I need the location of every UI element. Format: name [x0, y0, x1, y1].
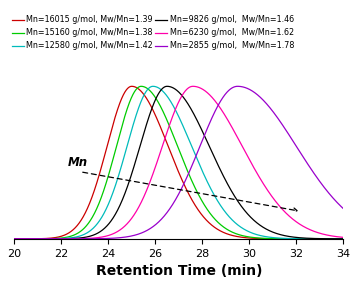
Mn=12580 g/mol, Mw/Mn=1.42: [69, 236, 73, 239]
Mn=12580 g/mol, Mw/Mn=1.42: [138, 101, 143, 105]
Mn=12580 g/mol, Mw/Mn=1.42: [12, 237, 16, 241]
Legend: Mn=16015 g/mol, Mw/Mn=1.39, Mn=15160 g/mol, Mw/Mn=1.38, Mn=12580 g/mol, Mw/Mn=1.: Mn=16015 g/mol, Mw/Mn=1.39, Mn=15160 g/m…: [12, 15, 294, 51]
Mn=2855 g/mol,  Mw/Mn=1.78: [335, 201, 339, 204]
Line: Mn=15160 g/mol, Mw/Mn=1.38: Mn=15160 g/mol, Mw/Mn=1.38: [14, 86, 343, 239]
Mn=15160 g/mol, Mw/Mn=1.38: [341, 237, 346, 241]
Mn=9826 g/mol,  Mw/Mn=1.46: [165, 85, 169, 88]
Mn=6230 g/mol,  Mw/Mn=1.62: [138, 202, 143, 206]
Mn=9826 g/mol,  Mw/Mn=1.46: [138, 143, 143, 146]
Mn=9826 g/mol,  Mw/Mn=1.46: [341, 237, 346, 241]
Mn=6230 g/mol,  Mw/Mn=1.62: [299, 224, 304, 227]
Mn=2855 g/mol,  Mw/Mn=1.78: [138, 232, 143, 235]
Mn=6230 g/mol,  Mw/Mn=1.62: [335, 235, 339, 238]
Mn=15160 g/mol, Mw/Mn=1.38: [299, 237, 304, 241]
Mn=2855 g/mol,  Mw/Mn=1.78: [12, 237, 16, 241]
Mn=6230 g/mol,  Mw/Mn=1.62: [50, 237, 54, 241]
Mn=16015 g/mol, Mw/Mn=1.39: [130, 85, 134, 88]
Line: Mn=9826 g/mol,  Mw/Mn=1.46: Mn=9826 g/mol, Mw/Mn=1.46: [14, 86, 343, 239]
Mn=2855 g/mol,  Mw/Mn=1.78: [341, 207, 346, 210]
Mn=2855 g/mol,  Mw/Mn=1.78: [69, 237, 73, 241]
Mn=15160 g/mol, Mw/Mn=1.38: [139, 85, 143, 88]
Mn=15160 g/mol, Mw/Mn=1.38: [153, 95, 157, 98]
Mn=16015 g/mol, Mw/Mn=1.39: [12, 237, 16, 241]
Mn=16015 g/mol, Mw/Mn=1.39: [50, 236, 54, 240]
Mn=6230 g/mol,  Mw/Mn=1.62: [153, 167, 157, 171]
Mn=6230 g/mol,  Mw/Mn=1.62: [341, 236, 346, 239]
Mn=9826 g/mol,  Mw/Mn=1.46: [153, 100, 157, 103]
Mn=16015 g/mol, Mw/Mn=1.39: [299, 237, 304, 241]
Line: Mn=2855 g/mol,  Mw/Mn=1.78: Mn=2855 g/mol, Mw/Mn=1.78: [14, 86, 343, 239]
Mn=12580 g/mol, Mw/Mn=1.42: [335, 237, 339, 241]
Mn=16015 g/mol, Mw/Mn=1.39: [335, 237, 339, 241]
Mn=15160 g/mol, Mw/Mn=1.38: [335, 237, 339, 241]
Mn=2855 g/mol,  Mw/Mn=1.78: [153, 224, 157, 227]
Mn=16015 g/mol, Mw/Mn=1.39: [69, 230, 73, 233]
Mn=16015 g/mol, Mw/Mn=1.39: [138, 89, 143, 92]
Mn=15160 g/mol, Mw/Mn=1.38: [12, 237, 16, 241]
Mn=16015 g/mol, Mw/Mn=1.39: [153, 112, 157, 115]
Mn=16015 g/mol, Mw/Mn=1.39: [341, 237, 346, 241]
Mn=6230 g/mol,  Mw/Mn=1.62: [12, 237, 16, 241]
Mn=15160 g/mol, Mw/Mn=1.38: [69, 234, 73, 238]
Line: Mn=12580 g/mol, Mw/Mn=1.42: Mn=12580 g/mol, Mw/Mn=1.42: [14, 86, 343, 239]
Mn=2855 g/mol,  Mw/Mn=1.78: [235, 85, 240, 88]
Line: Mn=16015 g/mol, Mw/Mn=1.39: Mn=16015 g/mol, Mw/Mn=1.39: [14, 86, 343, 239]
Mn=9826 g/mol,  Mw/Mn=1.46: [50, 237, 54, 241]
Mn=2855 g/mol,  Mw/Mn=1.78: [299, 153, 304, 156]
Mn=12580 g/mol, Mw/Mn=1.42: [299, 237, 304, 241]
Mn=9826 g/mol,  Mw/Mn=1.46: [69, 237, 73, 240]
X-axis label: Retention Time (min): Retention Time (min): [96, 264, 262, 278]
Mn=2855 g/mol,  Mw/Mn=1.78: [50, 237, 54, 241]
Mn=9826 g/mol,  Mw/Mn=1.46: [335, 237, 339, 241]
Mn=9826 g/mol,  Mw/Mn=1.46: [299, 236, 304, 240]
Mn=12580 g/mol, Mw/Mn=1.42: [151, 85, 155, 88]
Mn=6230 g/mol,  Mw/Mn=1.62: [191, 85, 195, 88]
Mn=12580 g/mol, Mw/Mn=1.42: [341, 237, 346, 241]
Mn=6230 g/mol,  Mw/Mn=1.62: [69, 237, 73, 241]
Text: Mn: Mn: [68, 156, 88, 169]
Mn=9826 g/mol,  Mw/Mn=1.46: [12, 237, 16, 241]
Mn=15160 g/mol, Mw/Mn=1.38: [138, 85, 143, 88]
Mn=15160 g/mol, Mw/Mn=1.38: [50, 237, 54, 240]
Mn=12580 g/mol, Mw/Mn=1.42: [153, 85, 157, 88]
Line: Mn=6230 g/mol,  Mw/Mn=1.62: Mn=6230 g/mol, Mw/Mn=1.62: [14, 86, 343, 239]
Mn=12580 g/mol, Mw/Mn=1.42: [50, 237, 54, 241]
